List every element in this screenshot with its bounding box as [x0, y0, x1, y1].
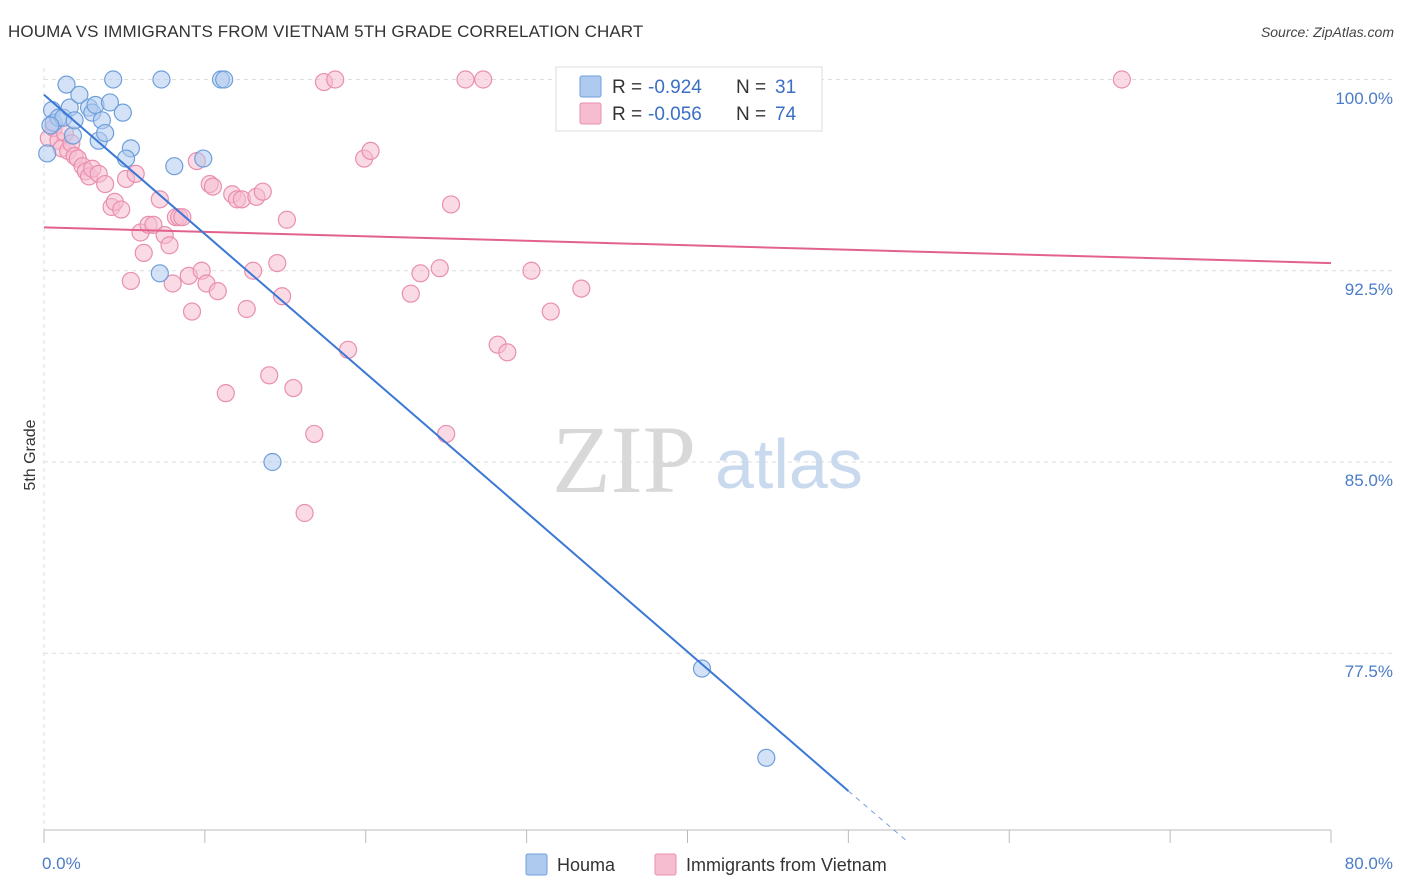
point-vietnam-64 [441, 195, 461, 214]
trend-lines [43, 94, 1332, 843]
legend-vietnam-r-label: R = [612, 104, 642, 125]
point-houma-7 [63, 126, 83, 145]
point-vietnam-56 [326, 70, 345, 89]
point-houma-0 [38, 144, 57, 163]
point-vietnam-40 [216, 384, 235, 403]
point-houma-21 [152, 70, 171, 89]
point-houma-26 [215, 70, 234, 89]
legend-bottom-houma-label: Houma [557, 855, 616, 875]
point-vietnam-31 [173, 208, 192, 227]
point-houma-9 [70, 85, 89, 104]
legend-vietnam-n-label: N = [736, 104, 766, 125]
y-tick-label-77-5: 77.5% [1345, 662, 1393, 681]
watermark-atlas: atlas [715, 425, 863, 503]
x-tick-label-max: 80.0% [1345, 854, 1393, 873]
point-vietnam-25 [150, 190, 169, 209]
point-vietnam-39 [208, 282, 227, 301]
point-houma-30 [41, 116, 60, 135]
legend-bottom: Houma Immigrants from Vietnam [525, 853, 887, 876]
y-tick-label-100: 100.0% [1335, 89, 1393, 108]
legend-houma-n-value: 31 [775, 77, 796, 98]
y-axis-label: 5th Grade [22, 419, 39, 490]
point-vietnam-60 [401, 284, 420, 303]
point-vietnam-54 [305, 424, 324, 444]
legend-top: R = -0.924 N = 31 R = -0.056 N = 74 [555, 66, 823, 132]
point-vietnam-33 [182, 302, 202, 321]
point-vietnam-68 [498, 343, 517, 362]
point-vietnam-45 [244, 261, 263, 280]
chart-title: HOUMA VS IMMIGRANTS FROM VIETNAM 5TH GRA… [8, 22, 644, 41]
legend-vietnam-swatch [579, 102, 602, 125]
point-houma-29 [757, 748, 776, 767]
series-houma-points [38, 70, 776, 767]
point-vietnam-49 [268, 254, 287, 273]
chart-source: Source: ZipAtlas.com [1260, 24, 1394, 40]
x-tick-label-min: 0.0% [42, 854, 81, 873]
point-vietnam-59 [361, 141, 380, 160]
point-vietnam-63 [437, 424, 456, 444]
legend-houma-n-label: N = [736, 77, 766, 98]
point-vietnam-57 [338, 340, 358, 359]
point-vietnam-27 [160, 236, 179, 255]
trendline-houma [43, 94, 850, 792]
point-houma-16 [100, 93, 120, 112]
point-houma-28 [692, 659, 712, 678]
point-vietnam-66 [474, 70, 493, 89]
legend-bottom-houma-swatch [525, 853, 548, 876]
point-houma-24 [194, 149, 213, 168]
point-houma-15 [96, 123, 115, 143]
point-vietnam-73 [1112, 70, 1131, 89]
point-houma-17 [104, 70, 123, 89]
point-vietnam-70 [541, 302, 560, 321]
y-tick-label-92-5: 92.5% [1345, 280, 1393, 299]
point-vietnam-28 [163, 274, 182, 293]
point-vietnam-71 [572, 279, 591, 298]
trendline-houma-extension [848, 790, 909, 843]
x-axis-ticks [43, 830, 1332, 843]
point-vietnam-50 [272, 287, 292, 306]
y-tick-labels: 100.0% 92.5% 85.0% 77.5% [1335, 89, 1393, 681]
y-tick-label-85: 85.0% [1345, 471, 1393, 490]
legend-bottom-vietnam-swatch [654, 853, 677, 876]
legend-vietnam-n-value: 74 [775, 104, 797, 125]
point-vietnam-65 [456, 70, 475, 89]
point-vietnam-47 [253, 182, 272, 201]
watermark: ZIP atlas [552, 406, 863, 513]
point-vietnam-61 [411, 264, 430, 283]
legend-bottom-vietnam-label: Immigrants from Vietnam [686, 855, 887, 875]
point-vietnam-44 [237, 299, 256, 319]
point-vietnam-19 [121, 271, 140, 291]
point-houma-18 [113, 103, 132, 122]
point-vietnam-21 [134, 243, 153, 262]
legend-houma-r-value: -0.924 [648, 77, 702, 98]
point-vietnam-38 [203, 177, 223, 196]
point-vietnam-17 [112, 200, 131, 219]
legend-houma-r-label: R = [612, 77, 642, 98]
point-vietnam-52 [284, 378, 303, 398]
point-houma-22 [165, 157, 184, 176]
trendline-vietnam [43, 226, 1332, 265]
point-vietnam-62 [430, 259, 449, 278]
point-houma-27 [263, 452, 282, 472]
point-vietnam-14 [96, 174, 115, 194]
point-vietnam-53 [295, 503, 314, 523]
point-houma-23 [150, 264, 169, 283]
point-vietnam-51 [277, 210, 297, 229]
legend-vietnam-r-value: -0.056 [648, 104, 702, 125]
point-vietnam-24 [144, 215, 163, 234]
point-vietnam-69 [522, 261, 541, 280]
point-houma-5 [57, 75, 76, 94]
series-vietnam-points [39, 70, 1131, 523]
watermark-zip: ZIP [552, 406, 696, 513]
legend-houma-swatch [579, 75, 602, 98]
point-vietnam-48 [260, 366, 279, 385]
